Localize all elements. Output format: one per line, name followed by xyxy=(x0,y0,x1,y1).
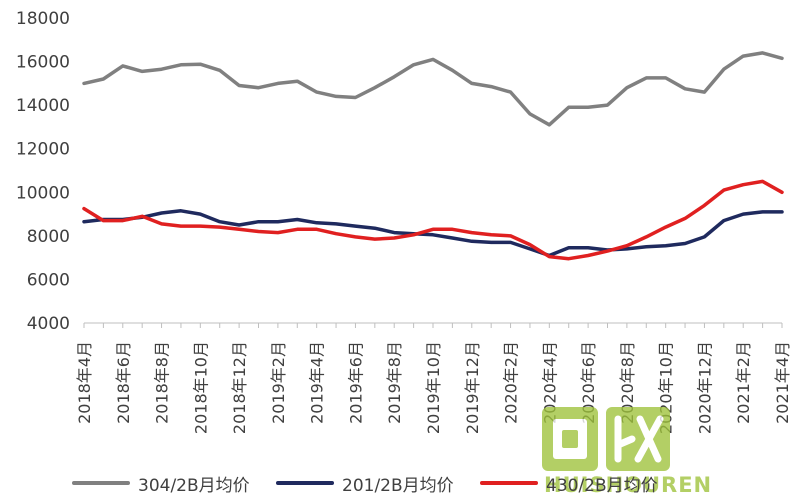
x-axis-labels: 2018年4月 2018年6月 2018年8月 2018年10月 2018年12月 201… xyxy=(75,341,792,434)
x-tick-label: 2020年8月 xyxy=(618,341,637,424)
x-tick-label: 2019年10月 xyxy=(424,341,443,434)
y-tick-label: 4000 xyxy=(27,314,70,334)
series-line-0 xyxy=(82,51,784,127)
x-tick-label: 2019年6月 xyxy=(346,341,365,424)
chart-legend: 304/2B月均价 201/2B月均价 430/2B月均价 xyxy=(0,466,800,500)
y-tick-label: 14000 xyxy=(16,96,70,116)
x-tick-label: 2019年2月 xyxy=(269,341,288,424)
legend-label-430: 430/2B月均价 xyxy=(546,475,658,496)
legend-label-304: 304/2B月均价 xyxy=(138,475,250,496)
recycle-logo-icon xyxy=(542,407,670,471)
y-tick-label: 10000 xyxy=(16,183,70,203)
y-tick-label: 16000 xyxy=(16,53,70,73)
x-tick-label: 2021年4月 xyxy=(773,341,792,424)
x-axis-ticks xyxy=(83,323,783,328)
y-tick-label: 8000 xyxy=(27,227,70,247)
x-tick-label: 2021年2月 xyxy=(734,341,753,424)
legend-label-201: 201/2B月均价 xyxy=(342,475,454,496)
y-axis-labels: 4000 6000 8000 10000 12000 14000 16000 18000 xyxy=(16,9,70,334)
x-tick-label: 2020年2月 xyxy=(502,341,521,424)
x-tick-label: 2019年4月 xyxy=(308,341,327,424)
x-tick-label: 2019年12月 xyxy=(463,341,482,434)
watermark-logo: HUISHOUREN xyxy=(540,405,720,500)
x-tick-label: 2019年8月 xyxy=(385,341,404,424)
legend-item-430: 430/2B月均价 xyxy=(480,466,658,500)
y-tick-label: 18000 xyxy=(16,9,70,29)
x-tick-label: 2018年4月 xyxy=(75,341,94,424)
x-tick-label: 2018年6月 xyxy=(114,341,133,424)
watermark-text: HUISHOUREN xyxy=(544,473,713,497)
series-line-2 xyxy=(82,179,784,261)
x-tick-label: 2020年4月 xyxy=(540,341,559,424)
legend-swatch-430 xyxy=(480,481,538,485)
x-tick-label: 2018年8月 xyxy=(153,341,172,424)
legend-item-304: 304/2B月均价 xyxy=(72,466,250,500)
legend-item-201: 201/2B月均价 xyxy=(276,466,454,500)
y-tick-label: 12000 xyxy=(16,140,70,160)
legend-swatch-201 xyxy=(276,481,334,485)
y-tick-label: 6000 xyxy=(27,270,70,290)
x-tick-label: 2018年10月 xyxy=(191,341,210,434)
x-tick-label: 2020年6月 xyxy=(579,341,598,424)
series-line-1 xyxy=(82,209,784,258)
x-tick-label: 2018年12月 xyxy=(230,341,249,434)
legend-swatch-304 xyxy=(72,481,130,485)
series-lines xyxy=(82,51,784,261)
x-tick-label: 2020年12月 xyxy=(695,341,714,434)
